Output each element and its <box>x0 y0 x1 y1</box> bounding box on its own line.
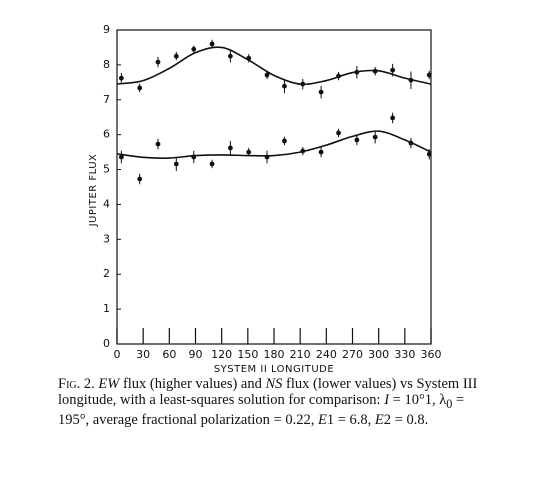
y-tick-label: 5 <box>103 163 110 176</box>
data-point <box>173 161 179 167</box>
caption-text: = 10°1, λ <box>389 392 447 408</box>
x-tick-label: 30 <box>136 348 150 361</box>
x-tick-label: 300 <box>368 348 389 361</box>
caption-text: I <box>384 392 390 408</box>
y-tick-label: 4 <box>103 197 110 210</box>
fit-curve <box>116 46 432 86</box>
y-tick-label: 1 <box>103 302 110 315</box>
data-point <box>318 89 324 95</box>
x-tick-label: 360 <box>421 348 442 361</box>
y-axis-label: JUPITER FLUX <box>88 154 99 228</box>
x-tick-label: 60 <box>162 348 176 361</box>
x-tick-label: 0 <box>114 348 121 361</box>
y-tick-label: 8 <box>103 58 110 71</box>
data-point <box>264 72 270 78</box>
x-tick-label: 180 <box>264 348 285 361</box>
data-point <box>155 59 161 65</box>
data-point <box>191 46 197 52</box>
x-tick-label: 90 <box>189 348 203 361</box>
data-point <box>246 149 252 155</box>
caption-text: E <box>374 411 384 428</box>
data-point <box>227 145 233 151</box>
fit-curve <box>116 130 432 159</box>
data-point <box>282 83 287 89</box>
data-point <box>426 72 432 78</box>
caption-text: flux (lower values) vs System III longit… <box>58 376 478 408</box>
data-point <box>137 85 143 91</box>
caption-text: 1 = 6.8, <box>326 411 375 428</box>
caption-text: 0 <box>446 396 453 411</box>
x-tick-label: 330 <box>394 348 415 361</box>
data-point <box>173 53 179 59</box>
data-point <box>155 141 161 147</box>
data-point <box>390 67 396 73</box>
data-point <box>372 134 378 140</box>
data-point <box>118 154 124 160</box>
y-tick-label: 9 <box>103 23 110 36</box>
plot-frame <box>116 29 432 345</box>
x-tick-label: 240 <box>316 348 337 361</box>
caption-text: 2 = 0.8. <box>383 411 429 428</box>
figure-caption: Fig. 2. EW flux (higher values) and NS f… <box>58 376 478 428</box>
x-axis-label: SYSTEM II LONGITUDE <box>214 364 334 372</box>
caption-text: flux (higher values) and <box>119 376 266 392</box>
data-point <box>209 161 215 167</box>
caption-text: EW <box>98 376 120 392</box>
data-point <box>354 137 360 143</box>
y-tick-label: 6 <box>103 128 110 141</box>
data-point <box>137 176 143 182</box>
data-point <box>336 130 341 136</box>
y-tick-label: 7 <box>103 93 110 106</box>
x-tick-label: 120 <box>211 348 232 361</box>
caption-text: NS <box>265 376 283 392</box>
y-tick-label: 0 <box>103 337 110 350</box>
y-tick-label: 2 <box>103 267 110 280</box>
x-tick-label: 150 <box>237 348 258 361</box>
y-tick-label: 3 <box>103 232 110 245</box>
caption-text: Fig. 2. <box>58 376 95 392</box>
data-point <box>209 41 215 47</box>
data-point <box>282 138 287 144</box>
x-tick-label: 210 <box>290 348 311 361</box>
x-tick-label: 270 <box>342 348 363 361</box>
data-point <box>390 115 396 121</box>
caption-text: = 195°, average fractional polarization … <box>58 392 465 428</box>
data-point <box>426 151 432 157</box>
data-point <box>227 53 233 59</box>
data-point <box>318 149 324 155</box>
caption-text: E <box>317 411 327 428</box>
chart: SYSTEM II LONGITUDE JUPITER FLUX 0 1 2 3 4 5 6… <box>88 23 442 372</box>
data-point <box>118 75 124 81</box>
